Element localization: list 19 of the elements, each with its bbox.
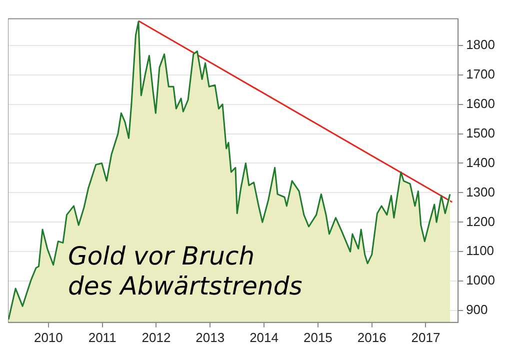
- x-tick-label: 2010: [34, 330, 63, 345]
- x-tick-label: 2016: [357, 330, 386, 345]
- y-tick-label: 1600: [466, 96, 495, 111]
- y-tick-label: 1800: [466, 36, 495, 52]
- x-tick-label: 2012: [142, 330, 171, 345]
- y-tick-label: 1700: [466, 66, 495, 82]
- y-tick-label: 1100: [466, 243, 494, 258]
- annotation: Gold vor Bruch des Abwärtstrends: [68, 241, 302, 300]
- y-tick-label: 1200: [466, 214, 495, 229]
- x-tick-label: 2011: [88, 330, 116, 345]
- x-tick-label: 2017: [411, 330, 440, 345]
- y-tick-label: 1500: [466, 125, 495, 140]
- y-tick-label: 900: [466, 302, 488, 318]
- y-tick-label: 1000: [466, 272, 495, 288]
- y-tick-label: 1300: [466, 184, 495, 200]
- x-tick-label: 2014: [250, 330, 278, 345]
- y-tick-label: 1400: [466, 154, 495, 170]
- x-tick-label: 2013: [196, 330, 225, 345]
- x-tick-label: 2015: [303, 330, 332, 345]
